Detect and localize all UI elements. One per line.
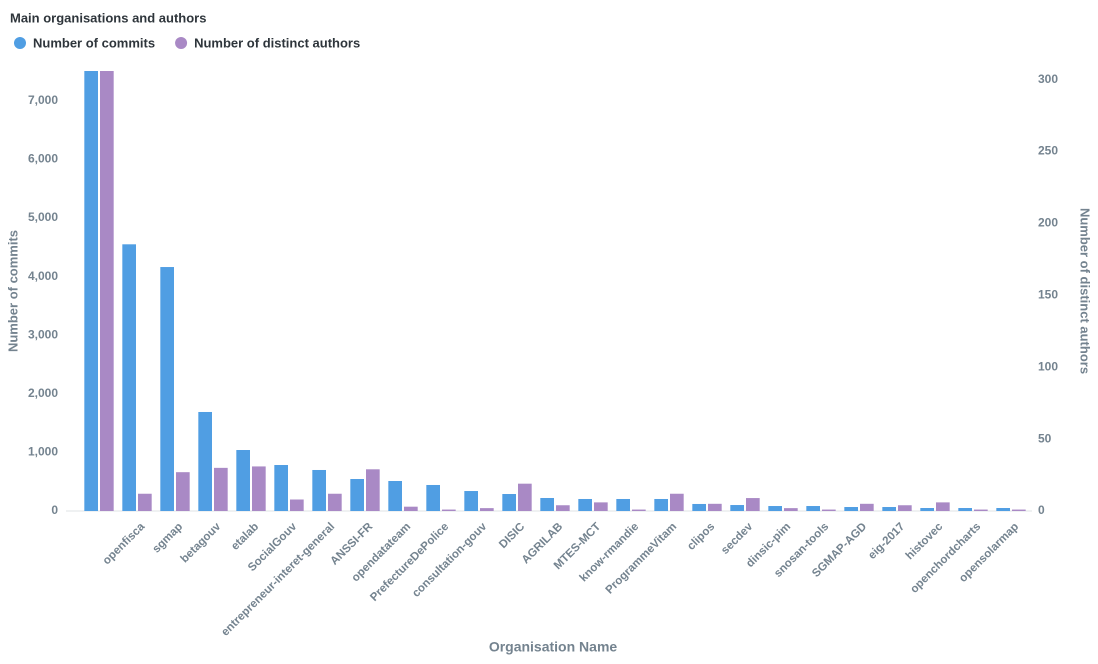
bar <box>1012 509 1026 511</box>
y-tick-label: 4,000 <box>28 269 58 283</box>
legend-label: Number of distinct authors <box>194 35 360 50</box>
bar <box>198 411 212 511</box>
bar <box>784 508 798 511</box>
bar <box>936 502 950 511</box>
y-tick-label: 6,000 <box>28 152 58 166</box>
bar <box>100 71 114 511</box>
bar <box>708 503 722 511</box>
bar <box>502 494 516 511</box>
y2-tick-label: 50 <box>1038 431 1052 445</box>
y-tick-label: 1,000 <box>28 445 58 459</box>
x-tick-label: clipos <box>685 521 717 553</box>
x-axis-title: Organisation Name <box>489 639 618 655</box>
x-tick-label: secdev <box>719 520 755 556</box>
bar <box>654 498 668 511</box>
bar <box>746 498 760 511</box>
bar <box>442 509 456 511</box>
x-tick-label: openchordcharts <box>908 521 983 596</box>
bar <box>236 450 250 511</box>
bar <box>214 467 228 511</box>
bar <box>578 498 592 511</box>
y-tick-label: 2,000 <box>28 386 58 400</box>
bar <box>860 503 874 511</box>
legend-swatch <box>14 37 26 49</box>
y-tick-label: 0 <box>51 503 58 517</box>
bar <box>822 509 836 511</box>
chart-title: Main organisations and authors <box>10 10 206 25</box>
y-tick-label: 5,000 <box>28 210 58 224</box>
x-tick-label: DISIC <box>497 521 527 551</box>
bar <box>122 244 136 511</box>
bar <box>632 509 646 511</box>
bar <box>84 71 98 511</box>
bar <box>274 465 288 511</box>
x-tick-label: consultation-gouv <box>410 520 489 599</box>
bar <box>518 483 532 511</box>
bar <box>974 509 988 511</box>
bar <box>996 508 1010 511</box>
bar <box>138 493 152 511</box>
bar <box>252 466 266 511</box>
y2-axis-title: Number of distinct authors <box>1078 208 1093 374</box>
bar <box>366 469 380 511</box>
bar <box>768 506 782 511</box>
y-tick-label: 7,000 <box>28 93 58 107</box>
bar <box>328 493 342 511</box>
bar <box>404 506 418 511</box>
x-tick-label: betagouv <box>179 520 224 565</box>
bar <box>692 503 706 511</box>
y2-tick-label: 150 <box>1038 287 1058 301</box>
y2-tick-label: 200 <box>1038 216 1058 230</box>
y2-tick-label: 250 <box>1038 144 1058 158</box>
bar <box>882 507 896 511</box>
x-tick-label: eig-2017 <box>866 521 907 562</box>
bar <box>426 484 440 511</box>
bar <box>480 508 494 511</box>
y2-tick-label: 100 <box>1038 359 1058 373</box>
bar <box>540 497 554 511</box>
legend-swatch <box>175 37 188 49</box>
y-tick-label: 3,000 <box>28 327 58 341</box>
x-tick-label: sgmap <box>151 521 186 556</box>
x-tick-label: openfisca <box>101 520 148 567</box>
bar <box>844 507 858 511</box>
bar <box>160 267 174 511</box>
bar <box>958 508 972 511</box>
bar <box>290 499 304 511</box>
bar <box>176 472 190 511</box>
x-tick-label: etalab <box>229 521 261 553</box>
x-tick-label: ProgrammeVitam <box>604 521 680 597</box>
y-axis-title: Number of commits <box>5 230 20 352</box>
legend-label: Number of commits <box>33 35 155 50</box>
bar <box>806 506 820 511</box>
bar <box>350 479 364 511</box>
bar <box>464 491 478 511</box>
bar <box>312 469 326 511</box>
y2-tick-label: 300 <box>1038 72 1058 86</box>
bar <box>388 481 402 511</box>
bar <box>594 502 608 511</box>
bar <box>556 505 570 511</box>
bar <box>670 493 684 511</box>
bar <box>898 505 912 511</box>
y2-tick-label: 0 <box>1038 503 1045 517</box>
bar <box>920 508 934 511</box>
bar <box>730 505 744 511</box>
bar <box>616 498 630 511</box>
